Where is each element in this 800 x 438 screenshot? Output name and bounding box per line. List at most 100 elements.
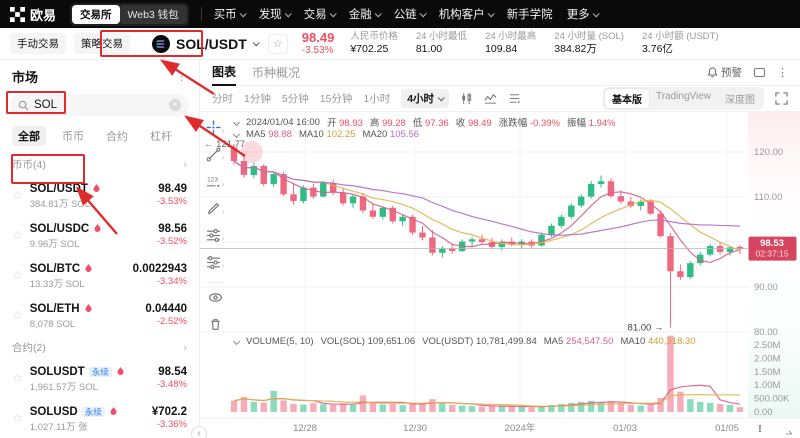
trade-mode-策略交易[interactable]: 策略交易 [74,33,130,54]
item-main: SOL/ETH 8,078 SOL [30,299,146,331]
amplitude-value: 1.94% [588,118,616,129]
trash-tool[interactable] [208,317,223,337]
collapse-chevron-icon[interactable] [232,130,241,139]
collapse-chevron-icon[interactable] [232,118,241,126]
hot-flame-icon [84,259,93,279]
chart-canvas[interactable]: 2024/01/04 16:00 开 98.93 高 99.28 低 97.36… [191,112,800,438]
search-box[interactable]: ✕ [10,94,189,116]
annotation-123-tool[interactable]: 123 › [206,174,225,194]
star-icon[interactable]: ☆ [12,228,23,242]
crosshair-tool[interactable]: › [206,120,224,140]
nav-item-发现[interactable]: 发现 [259,6,292,22]
clear-search-icon[interactable]: ✕ [169,99,181,111]
stat-value: 109.84 [485,42,518,55]
nav-item-金融[interactable]: 金融 [349,6,382,22]
collapse-chevron-icon[interactable] [232,337,241,346]
item-pair-name: SOL/ETH [29,302,80,315]
hot-flame-icon [117,366,124,376]
item-name-row: SOL/BTC [30,259,133,279]
filter-tab-全部[interactable]: 全部 [12,126,46,146]
nav-item-买币[interactable]: 买币 [213,6,247,22]
sidebar-menu-icon[interactable]: ⋮ [176,71,187,83]
mode-tab-Web3 钱包[interactable]: Web3 钱包 [119,4,187,24]
chevron-right-icon: › [221,152,225,162]
current-price-tag [748,236,797,261]
nav-item-更多[interactable]: 更多 [567,6,600,22]
market-list-item-SOLUSD[interactable]: ☆ SOLUSD 永续 1,027.11万 张 ¥702.2 -3.36% [0,398,199,438]
timeframe-1小时[interactable]: 1小时 [363,93,391,105]
pair-name: SOL/USDT [176,35,247,52]
nav-item-公链[interactable]: 公链 [394,6,427,22]
stat-value: 81.00 [415,42,443,55]
svg-text:110.00: 110.00 [754,192,782,203]
section-header: 合约(2) › [0,335,199,358]
nav-item-新手学院[interactable]: 新手学院 [507,6,553,22]
indicator-list-icon[interactable] [508,92,521,105]
item-name-row: SOL/ETH [30,299,146,319]
alert-button[interactable]: 预警 [707,65,742,80]
mode-基本版[interactable]: 基本版 [604,89,649,108]
eye-tool[interactable] [208,290,223,310]
star-icon[interactable]: ☆ [12,268,23,282]
item-main: SOLUSDT 永续 1,961.57万 SOL [30,362,157,394]
market-list-item-SOL/ETH[interactable]: ☆ SOL/ETH 8,078 SOL 0.04440 -2.52% [0,295,199,335]
indicator-sliders-tool[interactable]: › [206,228,224,248]
nav-item-交易[interactable]: 交易 [304,6,337,22]
timeframe-1分钟[interactable]: 1分钟 [244,93,271,105]
change-value: -0.39% [529,118,560,129]
vol-ma5-value: 254,547.50 [565,336,614,347]
okx-logo-icon [10,6,25,22]
nav-item-label: 买币 [213,9,237,21]
open-value: 98.93 [339,118,363,129]
market-list-item-SOL/BTC[interactable]: ☆ SOL/BTC 13.33万 SOL 0.0022943 -3.34% [0,255,199,295]
mode-深度图[interactable]: 深度图 [725,95,755,106]
svg-text:1.00M: 1.00M [754,380,780,391]
candlestick-chart[interactable]: 120.00110.00100.0090.0080.0012/2812/3020… [200,112,800,438]
chevron-right-icon[interactable]: › [183,158,187,171]
star-icon[interactable]: ☆ [12,371,23,385]
chevron-right-icon[interactable]: › [183,341,187,354]
trend-line-tool[interactable]: › [206,147,225,167]
item-main: SOL/USDC 9.96万 SOL [30,219,157,251]
star-icon[interactable]: ☆ [12,308,23,322]
candle-type-icon[interactable] [460,92,473,105]
brush-tool[interactable]: › [206,201,225,221]
drawing-toolbar: › › 123 › › › › [200,120,230,337]
star-icon[interactable]: ☆ [12,188,23,202]
current-price-value: 98.53 [760,238,784,249]
pair-selector[interactable]: SOL/USDT [152,34,260,53]
vol-sol-value: 109,651.06 [367,336,416,347]
market-list-item-SOL/USDC[interactable]: ☆ SOL/USDC 9.96万 SOL 98.56 -3.52% [0,215,199,255]
item-change: -3.53% [156,196,187,208]
popout-window-icon[interactable] [754,68,765,77]
search-input[interactable] [34,99,154,111]
filter-tab-币币[interactable]: 币币 [62,131,84,143]
indicator-sliders-2-tool[interactable]: › [206,255,224,275]
trade-mode-手动交易[interactable]: 手动交易 [10,33,66,54]
fullscreen-icon[interactable] [775,92,788,105]
svg-text:12/28: 12/28 [293,423,317,434]
item-pair-name: SOLUSD [29,405,78,418]
filter-tab-杠杆[interactable]: 杠杆 [150,131,172,143]
timeframe-5分钟[interactable]: 5分钟 [281,93,309,105]
market-list-item-SOL/USDT[interactable]: ☆ SOL/USDT 384.81万 SOL 98.49 -3.53% [0,175,199,215]
timeframe-active[interactable]: 4小时 [401,89,450,108]
star-icon[interactable]: ☆ [12,411,23,425]
tab-币种概况[interactable]: 币种概况 [252,66,301,80]
collapse-sidebar-button[interactable]: ‹ [191,426,207,438]
mode-TradingView[interactable]: TradingView [655,91,711,102]
tab-图表[interactable]: 图表 [212,60,237,86]
market-list-item-SOLUSDT[interactable]: ☆ SOLUSDT 永续 1,961.57万 SOL 98.54 -3.48% [0,358,199,398]
chart-area: 图表 币种概况 预警 ⋮ 分时 1分钟 5分钟 15分钟 1小时 4小时 基本版 Trading… [191,60,800,438]
chevron-right-icon: › [221,206,225,216]
filter-tab-合约[interactable]: 合约 [106,131,128,143]
okx-logo[interactable]: 欧易 [10,5,56,24]
favorite-star-button[interactable]: ☆ [267,33,288,54]
timeframe-15分钟[interactable]: 15分钟 [319,93,353,105]
timeframe-分时[interactable]: 分时 [212,93,233,105]
mode-tab-交易所[interactable]: 交易所 [72,4,120,24]
overlay-compare-icon[interactable] [484,92,497,105]
nav-item-机构客户[interactable]: 机构客户 [439,6,495,22]
section-title: 合约(2) [12,342,46,354]
chart-more-icon[interactable]: ⋮ [777,67,788,79]
